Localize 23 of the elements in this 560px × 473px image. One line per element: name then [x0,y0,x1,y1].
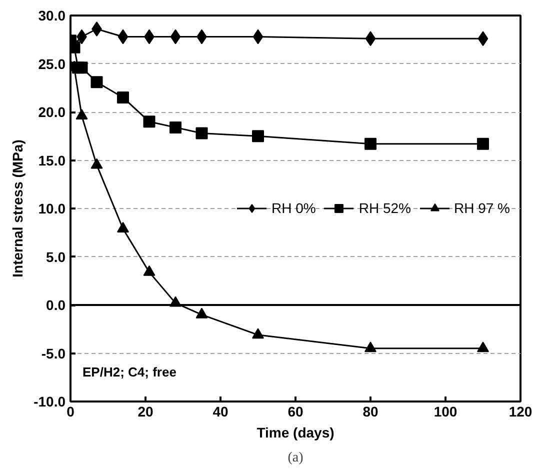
legend-label: RH 97 % [454,200,510,216]
x-tick-label: 40 [212,404,228,420]
x-tick-label: 80 [362,404,378,420]
x-tick-label: 100 [434,404,458,420]
y-tick-label: 20.0 [38,104,66,120]
x-tick-label: 20 [138,404,154,420]
y-tick-label: 0.0 [46,297,66,313]
y-tick-label: 5.0 [46,248,66,265]
y-tick-label: -10.0 [34,394,66,410]
y-tick-label: 30.0 [38,8,66,24]
y-tick-label: 15.0 [38,152,66,168]
x-axis-title: Time (days) [256,424,334,440]
legend-label: RH 0% [271,200,316,216]
y-tick-label: 25.0 [38,56,66,72]
y-axis-title: Internal stress (MPa) [10,140,26,278]
legend-label: RH 52% [358,200,411,216]
x-tick-label: 0 [66,404,75,420]
x-tick-label: 120 [508,404,532,420]
annotation: EP/H2; C4; free [82,364,176,380]
x-tick-label: 60 [288,404,304,420]
y-tick-label: -5.0 [41,345,66,362]
text: (a) [288,450,304,466]
y-tick-label: 10.0 [38,200,66,216]
